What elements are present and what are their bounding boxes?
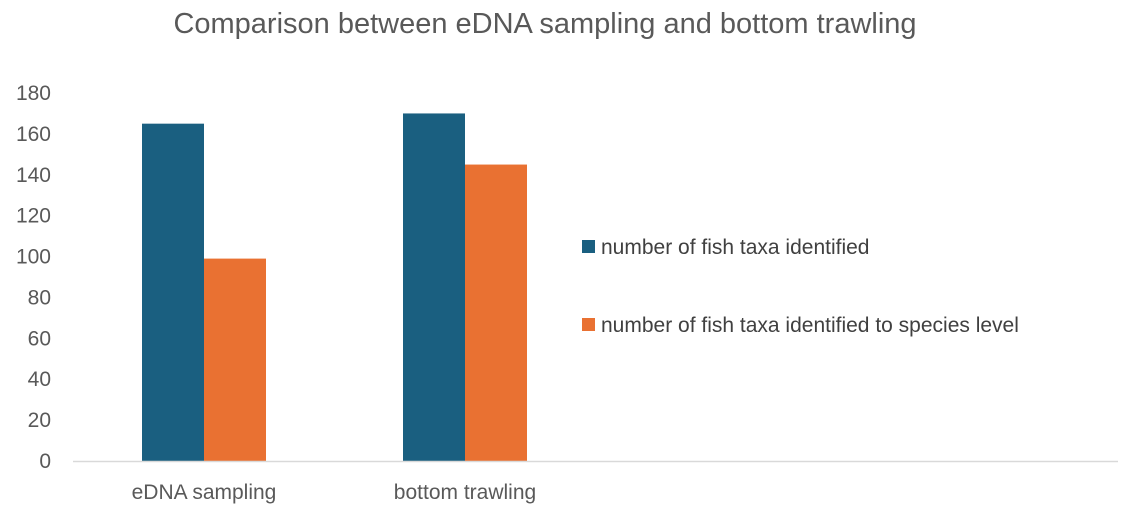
bar-taxa-identified-1 (403, 113, 465, 461)
y-tick-label: 80 (28, 286, 51, 309)
y-tick-label: 180 (16, 82, 51, 105)
y-tick-label: 120 (16, 205, 51, 228)
y-tick-label: 140 (16, 164, 51, 187)
x-axis: eDNA sampling bottom trawling (73, 460, 1118, 504)
legend-label: number of fish taxa identified (601, 236, 870, 259)
legend-label: number of fish taxa identified to specie… (601, 314, 1019, 337)
y-tick-label: 160 (16, 123, 51, 146)
y-tick-label: 60 (28, 327, 51, 350)
y-tick-label: 20 (28, 409, 51, 432)
y-tick-label: 40 (28, 368, 51, 391)
bars (142, 113, 527, 462)
legend-swatch (582, 318, 595, 331)
legend: number of fish taxa identified number of … (582, 236, 1019, 337)
chart-title: Comparison between eDNA sampling and bot… (173, 8, 917, 40)
bar-species-level-1 (465, 164, 527, 462)
y-axis: 0 20 40 60 80 100 120 140 160 180 (16, 82, 51, 473)
x-category-label: eDNA sampling (132, 481, 277, 504)
bar-species-level-0 (204, 258, 266, 461)
bar-taxa-identified-0 (142, 123, 204, 462)
legend-swatch (582, 240, 595, 253)
y-tick-label: 0 (39, 450, 51, 473)
x-category-label: bottom trawling (394, 481, 536, 504)
y-tick-label: 100 (16, 246, 51, 269)
